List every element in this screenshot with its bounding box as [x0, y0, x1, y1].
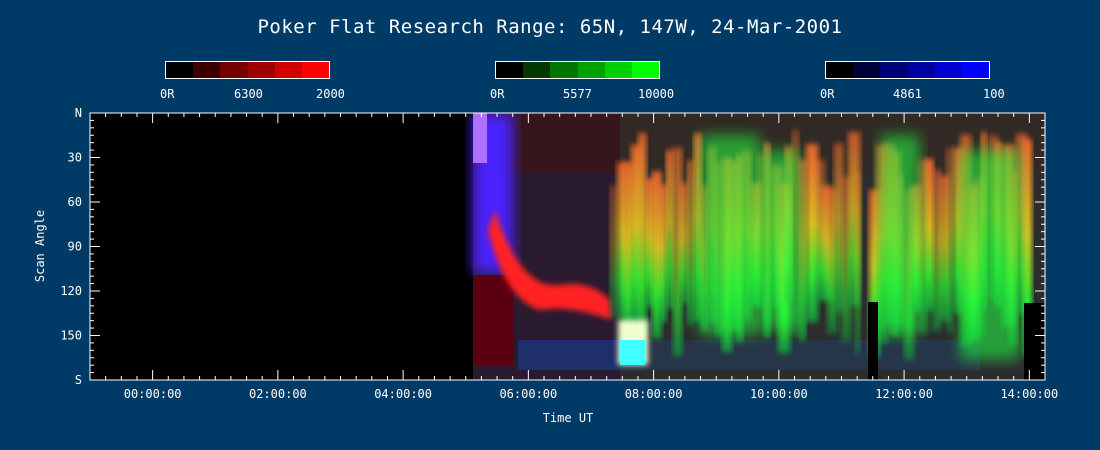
aurora-streak — [827, 188, 838, 334]
y-tick-label: 120 — [60, 284, 82, 298]
colorbar-red-swatch — [193, 62, 221, 78]
colorbar-blue-mid: 4861 — [893, 87, 922, 101]
x-tick-label: 04:00:00 — [374, 387, 432, 401]
dark-red-patch — [473, 275, 514, 365]
y-tick-label: 30 — [68, 151, 82, 165]
y-tick-label: 60 — [68, 195, 82, 209]
colorbar-blue-swatch — [907, 62, 935, 78]
colorbar-red — [165, 61, 330, 79]
data-gap — [1024, 303, 1045, 380]
green-aurora — [960, 150, 1020, 360]
aurora-streak — [645, 178, 655, 308]
colorbar-blue-swatch — [934, 62, 962, 78]
auroral-image — [473, 113, 1045, 380]
aurora-streak — [834, 143, 844, 313]
colorbar-red-mid: 6300 — [234, 87, 263, 101]
aurora-streak — [946, 147, 953, 333]
aurora-streak — [631, 144, 642, 323]
colorbar-red-min: 0R — [160, 87, 175, 101]
x-axis-label: Time UT — [542, 411, 594, 425]
colorbar-red-swatch — [247, 62, 275, 78]
aurora-streak — [666, 149, 674, 310]
aurora-streak — [694, 133, 702, 322]
x-tick-label: 10:00:00 — [750, 387, 808, 401]
data-gap — [868, 302, 878, 380]
colorbar-blue-swatch — [961, 62, 990, 78]
colorbar-blue-swatch — [880, 62, 908, 78]
aurora-streak — [869, 189, 881, 358]
colorbar-red-swatch — [301, 62, 330, 78]
aurora-streak — [617, 161, 629, 320]
aurora-streak — [855, 171, 861, 354]
colorbar-red-swatch — [220, 62, 248, 78]
aurora-streak — [638, 133, 647, 342]
colorbar-red-max: 2000 — [316, 87, 345, 101]
colorbar-green — [495, 61, 660, 79]
green-aurora — [880, 135, 920, 335]
violet-edge — [473, 113, 488, 163]
cyan-spot — [620, 340, 645, 365]
axes: 00:00:00 02:00:00 04:00:00 06:00:00 08:00:00… — [60, 106, 1058, 401]
colorbar-green-swatch — [604, 62, 632, 78]
x-tick-label: 02:00:00 — [249, 387, 307, 401]
colorbar-green-swatch — [523, 62, 551, 78]
y-tick-label: S — [75, 373, 82, 387]
colorbar-blue-swatch — [853, 62, 881, 78]
aurora-streak — [673, 147, 683, 357]
chart-title: Poker Flat Research Range: 65N, 147W, 24… — [257, 16, 843, 38]
x-tick-label: 14:00:00 — [1000, 387, 1058, 401]
y-axis-label: Scan Angle — [33, 209, 47, 283]
colorbar-green-max: 10000 — [638, 87, 675, 101]
colorbar-green-min: 0R — [490, 87, 505, 101]
colorbar-blue-max: 100 — [983, 87, 1005, 101]
aurora-streak — [652, 171, 662, 339]
green-aurora — [700, 135, 760, 335]
colorbar-red-swatch — [274, 62, 302, 78]
aurora-streak — [687, 160, 694, 326]
colorbar-green-swatch — [496, 62, 524, 78]
x-tick-label: 12:00:00 — [875, 387, 933, 401]
aurora-streak — [680, 182, 688, 304]
aurora-streak — [1023, 139, 1033, 356]
colorbar-red-swatch — [166, 62, 194, 78]
aurora-streak — [610, 185, 617, 318]
colorbar-blue — [825, 61, 990, 79]
y-tick-label: 150 — [60, 329, 82, 343]
colorbar-green-swatch — [577, 62, 605, 78]
colorbar-blue-min: 0R — [820, 87, 835, 101]
x-tick-label: 00:00:00 — [124, 387, 182, 401]
aurora-streak — [1016, 133, 1028, 314]
aurora-streak — [659, 184, 667, 323]
x-tick-label: 06:00:00 — [499, 387, 557, 401]
colorbar-blue-swatch — [826, 62, 854, 78]
colorbar-green-mid: 5577 — [563, 87, 592, 101]
x-tick-label: 08:00:00 — [625, 387, 683, 401]
colorbar-green-swatch — [550, 62, 578, 78]
aurora-streak — [624, 162, 635, 342]
aurora-streak — [799, 159, 806, 342]
aurora-streak — [841, 176, 852, 343]
aurora-streak — [932, 169, 942, 332]
colorbar-green-swatch — [631, 62, 660, 78]
aurora-streak — [939, 175, 951, 322]
y-tick-label: N — [75, 106, 82, 120]
aurora-streak — [925, 158, 934, 312]
aurora-streak — [918, 159, 930, 334]
green-aurora — [760, 150, 800, 330]
red-arc — [488, 210, 612, 320]
y-tick-label: 90 — [68, 240, 82, 254]
aurora-streak — [953, 147, 964, 315]
